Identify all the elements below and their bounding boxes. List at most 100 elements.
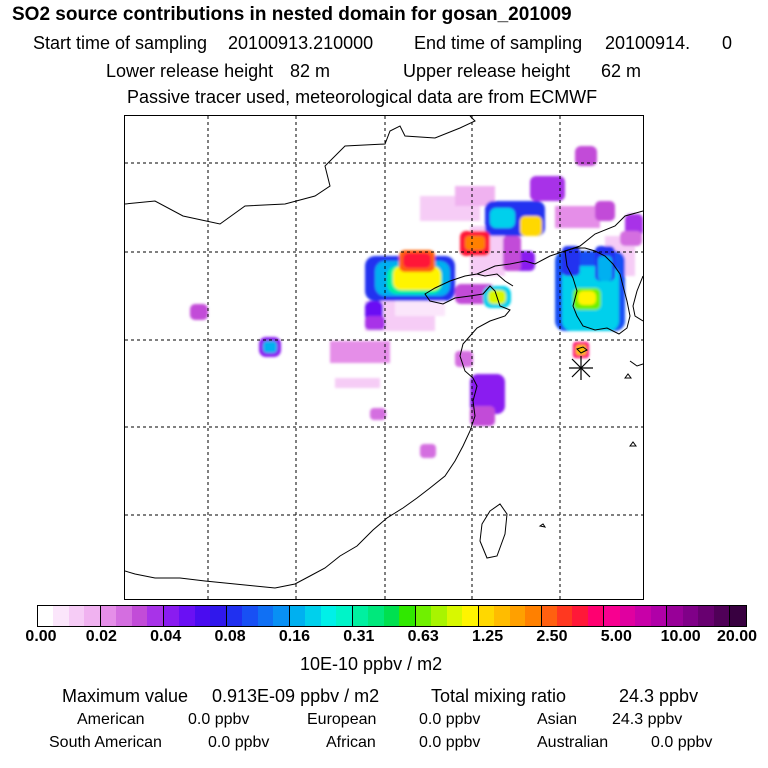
total-mixing-value: 24.3 ppbv	[619, 686, 699, 706]
coastline	[576, 346, 588, 354]
colorbar-swatch	[273, 606, 290, 626]
region-value: 0.0 ppbv	[651, 734, 713, 751]
upper-height-label: Upper release height	[403, 61, 571, 81]
coastlines	[125, 116, 643, 589]
field-cell	[625, 214, 643, 236]
receptor-marker	[569, 356, 593, 380]
colorbar-swatch	[68, 606, 85, 626]
colorbar-swatch	[494, 606, 510, 626]
colorbar-swatch	[179, 606, 195, 626]
colorbar-units: 10E-10 ppbv / m2	[300, 654, 443, 674]
colorbar-swatch	[242, 606, 258, 626]
field-cell	[470, 406, 495, 426]
colorbar-swatch	[509, 606, 526, 626]
colorbar-swatch	[730, 606, 746, 626]
region-name: Australian	[537, 734, 609, 751]
colorbar-tick-label: 0.02	[85, 628, 117, 645]
field-cell	[595, 201, 615, 221]
colorbar-swatch	[698, 606, 714, 626]
coastline	[125, 210, 643, 589]
lower-height-value: 82 m	[290, 61, 331, 81]
colorbar-swatch	[100, 606, 117, 626]
region-name: American	[77, 711, 145, 728]
region-value: 24.3 ppbv	[612, 711, 683, 728]
field-cell	[503, 236, 521, 271]
region-name: European	[307, 711, 377, 728]
coastline	[538, 523, 547, 528]
colorbar-swatch	[713, 606, 731, 626]
colorbar-tick-label: 0.08	[214, 628, 246, 645]
colorbar-swatch	[415, 606, 432, 626]
colorbar-swatch	[210, 606, 227, 626]
field-cell	[403, 253, 431, 268]
max-value-label: Maximum value	[62, 686, 189, 706]
colorbar-tick-label: 0.00	[25, 628, 57, 645]
border-line	[125, 116, 476, 225]
colorbar-tick-label: 10.00	[660, 628, 701, 645]
colorbar-tick-label: 0.63	[407, 628, 439, 645]
field-cell	[465, 236, 485, 250]
colorbar-swatch	[53, 606, 69, 626]
colorbar-swatch	[320, 606, 337, 626]
region-name: South American	[49, 734, 162, 751]
coastline	[476, 273, 514, 287]
region-name: Asian	[537, 711, 578, 728]
colorbar-swatch	[572, 606, 588, 626]
colorbar-swatch	[635, 606, 651, 626]
region-name: African	[326, 734, 376, 751]
map-panel	[124, 115, 644, 600]
colorbar-swatch	[431, 606, 447, 626]
colorbar-swatch	[147, 606, 164, 626]
region-value: 0.0 ppbv	[419, 734, 481, 751]
colorbar	[37, 605, 747, 627]
colorbar-swatch	[38, 606, 54, 626]
colorbar-swatch	[163, 606, 180, 626]
coastline	[629, 441, 637, 447]
map-title: SO2 source contributions in nested domai…	[12, 4, 572, 25]
upper-height-value: 62 m	[601, 61, 642, 81]
coastline	[629, 360, 643, 367]
total-mixing-label: Total mixing ratio	[431, 686, 567, 706]
colorbar-tick-label: 5.00	[600, 628, 632, 645]
colorbar-tick-label: 20.00	[716, 628, 758, 645]
field-cell	[330, 341, 390, 363]
colorbar-swatch	[257, 606, 274, 626]
colorbar-swatch	[352, 606, 369, 626]
colorbar-swatch	[525, 606, 542, 626]
field-cell	[335, 378, 380, 388]
max-value: 0.913E-09 ppbv / m2	[212, 686, 380, 706]
colorbar-tick-label: 1.25	[471, 628, 504, 645]
field-cell	[370, 408, 386, 420]
region-value: 0.0 ppbv	[208, 734, 270, 751]
field-cell	[575, 146, 597, 166]
colorbar-swatch	[587, 606, 605, 626]
graticule	[125, 116, 643, 599]
colorbar-swatch	[226, 606, 243, 626]
colorbar-swatch	[305, 606, 321, 626]
field-cell	[190, 304, 208, 320]
region-value: 0.0 ppbv	[188, 711, 250, 728]
colorbar-swatch	[84, 606, 101, 626]
colorbar-swatch	[289, 606, 306, 626]
field-cell	[578, 291, 596, 305]
colorbar-swatch	[131, 606, 148, 626]
end-time-label: End time of sampling	[414, 33, 583, 53]
colorbar-swatch	[604, 606, 620, 626]
colorbar-swatch	[556, 606, 573, 626]
colorbar-swatch	[462, 606, 479, 626]
field-cell	[520, 216, 542, 236]
colorbar-swatch	[650, 606, 668, 626]
region-value: 0.0 ppbv	[419, 711, 481, 728]
field-cell	[263, 341, 277, 353]
field-cell	[562, 246, 580, 276]
start-time-label: Start time of sampling	[33, 33, 208, 53]
colorbar-tick-label: 0.31	[343, 628, 375, 645]
coastline	[632, 275, 643, 322]
field-cell	[598, 256, 612, 281]
field-cell	[470, 374, 505, 414]
coastline	[479, 503, 508, 559]
field-cell	[620, 231, 642, 246]
colorbar-swatch	[336, 606, 353, 626]
colorbar-swatch	[383, 606, 400, 626]
colorbar-swatch	[541, 606, 557, 626]
